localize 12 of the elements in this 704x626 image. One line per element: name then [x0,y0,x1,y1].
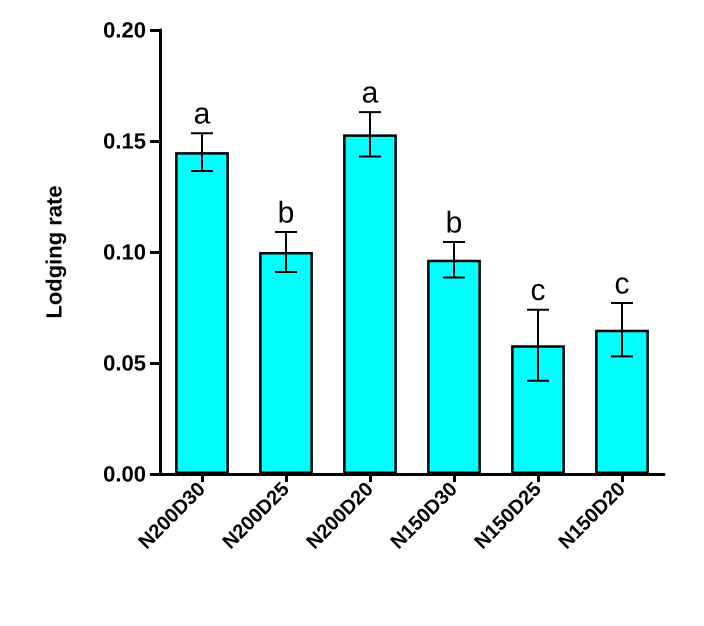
y-tick-label: 0.10 [103,240,146,264]
y-tick-label: 0.00 [103,462,146,486]
annotation: c [530,274,546,308]
y-axis-title: Lodging rate [42,185,66,319]
y-tick-label: 0.05 [103,350,146,376]
y-tick-label: 0.20 [103,18,146,42]
annotation: b [446,206,462,240]
annotation: c [614,268,630,301]
y-tick-label: 0.15 [103,128,146,154]
annotation: a [194,98,211,131]
annotation: b [278,196,294,230]
annotation: a [362,76,379,110]
